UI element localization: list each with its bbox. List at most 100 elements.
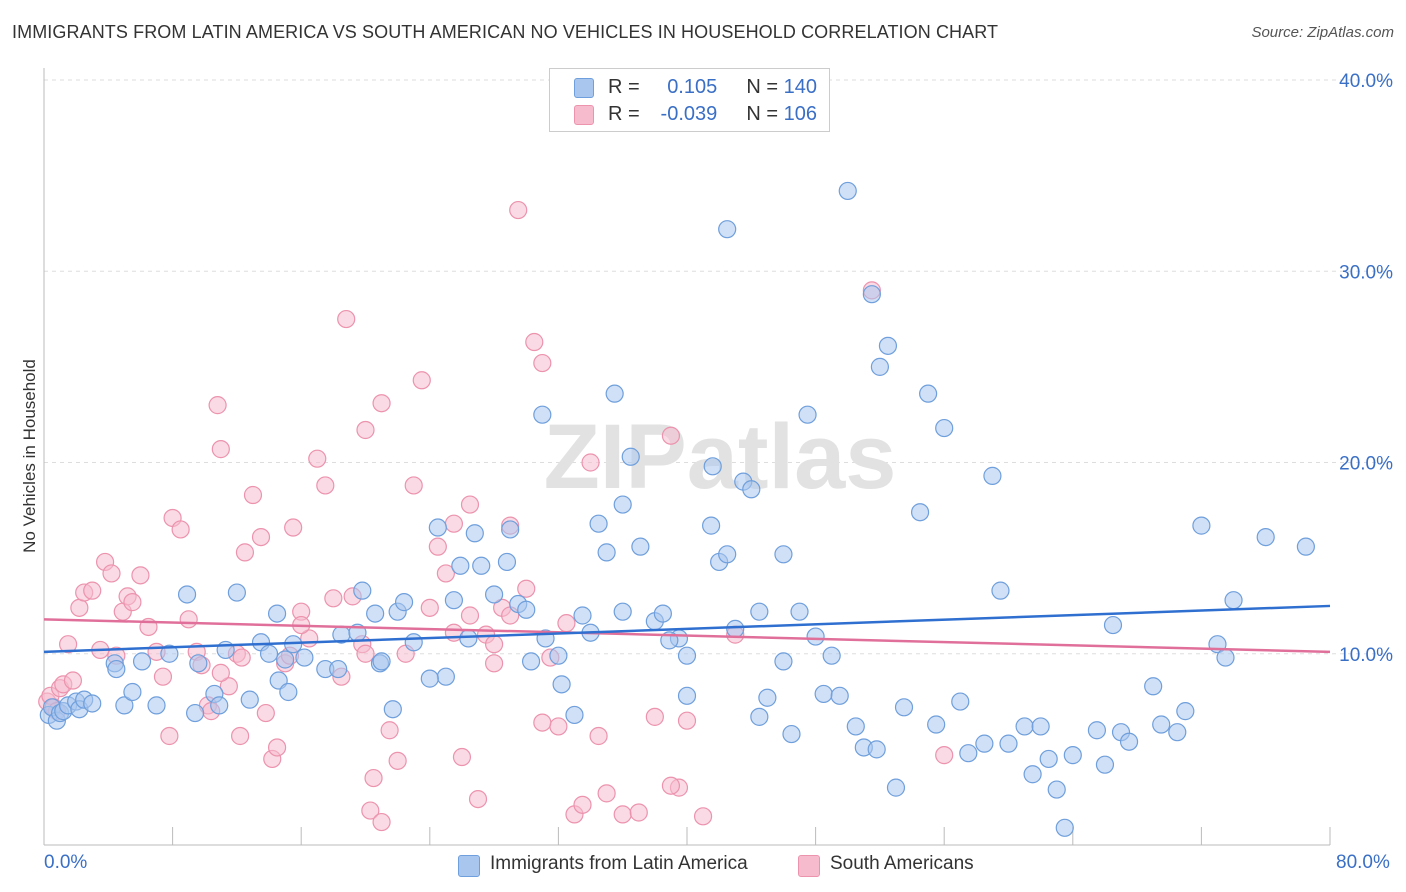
data-point — [361, 801, 380, 820]
data-point — [597, 543, 616, 562]
data-point — [1103, 615, 1123, 635]
data-point — [822, 646, 841, 665]
data-point — [661, 426, 681, 445]
data-point — [276, 650, 295, 669]
data-point — [581, 453, 600, 472]
data-point — [460, 495, 480, 514]
data-point — [394, 593, 414, 612]
pink-swatch — [574, 105, 594, 125]
data-point — [693, 807, 713, 826]
y-tick-label: 10.0% — [1339, 645, 1393, 666]
data-point — [404, 476, 423, 495]
n-label: N = — [746, 76, 779, 98]
data-point — [308, 449, 327, 468]
x-tick-max: 80.0% — [1336, 852, 1390, 873]
data-point — [171, 520, 190, 539]
trend-line-south-americans — [43, 618, 1331, 654]
data-point — [420, 669, 439, 688]
trend-lines — [43, 604, 1331, 654]
data-point — [589, 726, 608, 746]
data-point — [521, 652, 541, 671]
data-point — [189, 654, 208, 673]
data-point — [235, 543, 255, 562]
data-point — [750, 602, 769, 621]
data-point — [179, 610, 198, 629]
r-label: R = — [608, 76, 640, 98]
data-point — [870, 357, 890, 376]
data-point — [677, 711, 697, 730]
data-point — [597, 784, 616, 803]
data-point — [999, 734, 1018, 753]
watermark: ZIPatlas — [544, 406, 897, 508]
data-point — [208, 396, 227, 415]
data-point — [259, 644, 279, 663]
data-point — [1256, 527, 1275, 547]
data-point — [935, 746, 954, 765]
data-point — [552, 675, 571, 694]
data-point — [1047, 780, 1066, 799]
data-point — [372, 652, 391, 671]
data-point — [517, 579, 536, 598]
data-point — [324, 589, 343, 608]
data-point — [645, 707, 664, 726]
data-point — [459, 629, 478, 648]
data-point — [59, 635, 78, 654]
y-tick-label: 30.0% — [1339, 262, 1393, 283]
data-point — [1192, 516, 1211, 535]
data-point — [444, 591, 464, 610]
data-point — [1119, 732, 1139, 751]
trend-line-immigrants — [43, 604, 1331, 654]
data-point — [451, 556, 470, 575]
data-point — [959, 744, 978, 763]
data-point — [251, 527, 271, 547]
data-point — [1015, 717, 1034, 736]
data-point — [1095, 755, 1115, 774]
correlation-legend: R = 0.105 N = 140 R = -0.039 N = 106 — [549, 68, 830, 132]
data-point — [132, 652, 152, 671]
data-point — [468, 789, 488, 809]
n-label: N = — [746, 103, 779, 125]
r-value: 0.105 — [667, 76, 718, 98]
data-point — [573, 795, 592, 814]
data-point — [436, 564, 455, 583]
data-point — [702, 516, 721, 535]
y-tick-labels: 10.0% 20.0% 30.0% 40.0% — [1339, 71, 1393, 666]
data-point — [227, 583, 246, 602]
data-point — [573, 606, 592, 625]
data-point — [460, 606, 480, 625]
data-point — [485, 654, 504, 673]
data-point — [814, 684, 833, 704]
data-point — [1296, 537, 1315, 556]
data-point — [497, 552, 517, 572]
data-point — [935, 418, 954, 438]
data-point — [549, 717, 568, 736]
data-point — [256, 703, 275, 723]
data-point — [356, 420, 375, 440]
data-point — [372, 394, 391, 413]
data-point — [177, 585, 197, 604]
data-point — [420, 598, 439, 617]
data-point — [798, 405, 817, 424]
data-point — [356, 644, 375, 663]
data-point — [533, 405, 552, 424]
data-point — [147, 696, 166, 715]
data-point — [364, 768, 383, 788]
data-point — [806, 627, 825, 646]
data-point — [444, 514, 464, 533]
source-credit: Source: ZipAtlas.com — [1251, 24, 1394, 41]
data-point — [267, 604, 287, 623]
data-point — [1216, 648, 1235, 667]
data-point — [613, 495, 632, 514]
data-point — [366, 604, 385, 623]
data-point — [279, 682, 298, 702]
data-point — [1055, 818, 1074, 837]
data-point — [240, 690, 259, 709]
data-point — [557, 614, 576, 633]
data-point — [284, 518, 303, 537]
data-point — [83, 581, 102, 600]
x-tick-min: 0.0% — [44, 852, 88, 873]
data-point — [631, 537, 650, 556]
data-point — [991, 581, 1010, 600]
data-point — [267, 738, 287, 757]
legend-label: Immigrants from Latin America — [490, 853, 748, 874]
